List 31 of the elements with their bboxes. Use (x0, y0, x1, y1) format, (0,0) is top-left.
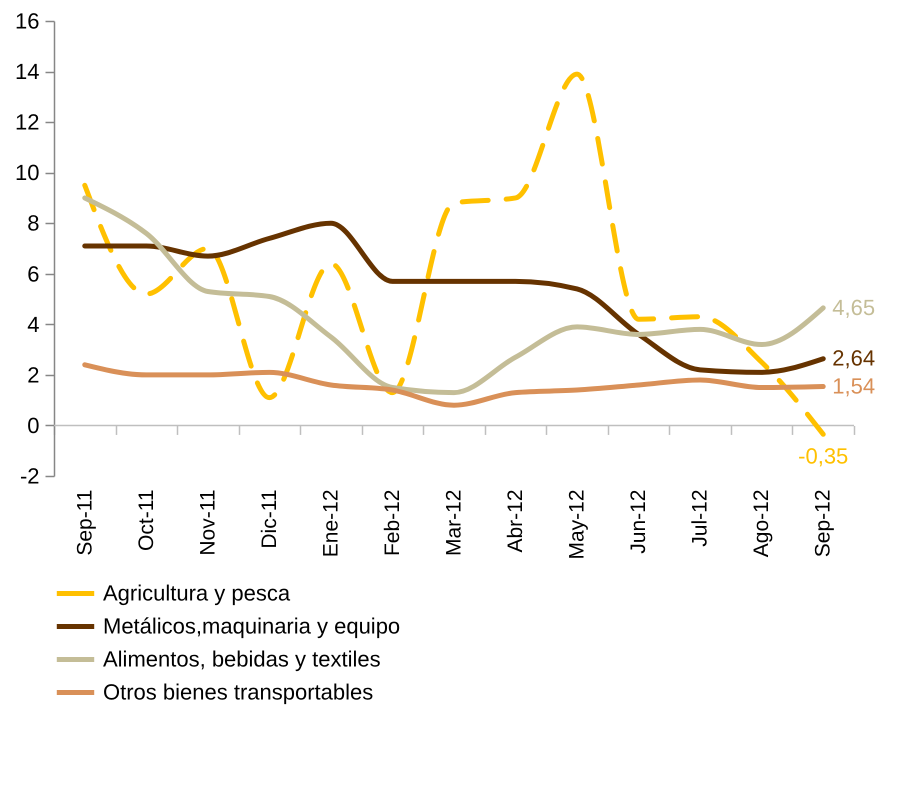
y-tick-label: 8 (27, 210, 40, 236)
x-tick-label: Sep-12 (812, 490, 835, 558)
data-label: 1,54 (832, 374, 876, 399)
x-tick-label: Nov-11 (196, 490, 220, 556)
legend-label: Otros bienes transportables (103, 680, 374, 704)
data-label: -0,35 (798, 443, 848, 468)
data-label: 2,64 (832, 346, 876, 371)
x-tick-label: Sep-11 (73, 490, 96, 556)
legend-label: Alimentos, bebidas y textiles (103, 646, 381, 672)
y-tick-label: 14 (15, 59, 40, 84)
y-tick-label: 6 (27, 261, 40, 286)
x-tick-label: Dic-11 (258, 490, 281, 549)
y-tick-label: 16 (15, 8, 40, 34)
x-tick-label: Oct-11 (134, 490, 158, 551)
x-tick-label: Ene-12 (319, 490, 342, 558)
y-tick-label: -2 (20, 464, 40, 488)
y-tick-label: 2 (27, 362, 40, 388)
x-tick-label: Jun-12 (627, 490, 650, 554)
x-tick-label: Abr-12 (504, 490, 528, 553)
x-tick-label: May-12 (566, 490, 589, 560)
x-tick-label: Ago-12 (750, 490, 774, 558)
legend-label: Agricultura y pesca (103, 580, 291, 606)
x-tick-label: Mar-12 (442, 490, 466, 556)
legend-label: Metálicos,maquinaria y equipo (103, 614, 400, 638)
x-tick-label: Jul-12 (688, 490, 712, 547)
x-tick-label: Feb-12 (380, 490, 404, 556)
y-tick-label: 0 (27, 412, 40, 438)
y-tick-label: 12 (15, 110, 40, 135)
data-label: 4,65 (832, 294, 876, 320)
y-tick-label: 10 (15, 160, 40, 186)
y-tick-label: 4 (27, 312, 40, 337)
